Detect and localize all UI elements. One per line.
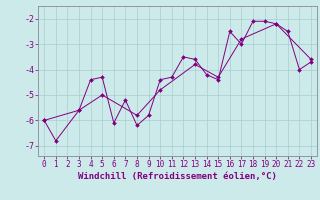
X-axis label: Windchill (Refroidissement éolien,°C): Windchill (Refroidissement éolien,°C) [78, 172, 277, 181]
